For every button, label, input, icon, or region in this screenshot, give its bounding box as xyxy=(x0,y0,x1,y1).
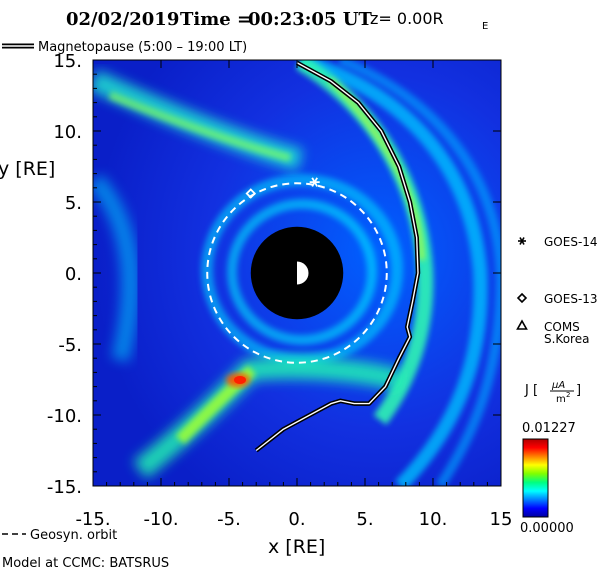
y-tick-label-15: 15. xyxy=(53,51,82,72)
x-tick-label-neg15: -15. xyxy=(75,509,110,530)
x-axis-label: x [RE] xyxy=(268,536,325,558)
plot-axes: -15. -10. -5. 0. 5. 10. 15 15. 10. 5. 0. -5. -10. -15… xyxy=(47,51,513,530)
colorbar-min-label: 0.00000 xyxy=(520,521,574,536)
satellite-legend-label: GOES-14 xyxy=(544,235,598,249)
x-tick-label-15: 15 xyxy=(490,509,513,530)
x-tick-label-neg10: -10. xyxy=(143,509,178,530)
colorbar-unit-den-sup: 2 xyxy=(566,391,570,399)
y-tick-label-10: 10. xyxy=(53,122,82,143)
colorbar-unit-den: m xyxy=(556,394,566,405)
header-z-sub: E xyxy=(482,21,488,32)
y-axis-label: y [RE] xyxy=(0,158,55,180)
credit-text: Model at CCMC: BATSRUS xyxy=(2,556,169,571)
earth-night-side xyxy=(285,261,297,285)
y-tick-label-0: 0. xyxy=(65,264,82,285)
y-tick-label-neg5: -5. xyxy=(58,335,82,356)
x-tick-label-5: 5. xyxy=(356,509,373,530)
triangle-icon xyxy=(516,319,528,330)
y-tick-label-5: 5. xyxy=(65,193,82,214)
satellite-legend-sublabel: S.Korea xyxy=(544,332,589,346)
colorbar-label: J [ xyxy=(524,383,538,398)
magnetopause-legend-label: Magnetopause (5:00 – 19:00 LT) xyxy=(38,40,247,55)
satellite-legend-label: GOES-13 xyxy=(544,292,598,306)
x-tick-label-10: 10. xyxy=(419,509,448,530)
geosyn-legend-label: Geosyn. orbit xyxy=(30,528,117,543)
x-tick-label-neg5: -5. xyxy=(217,509,241,530)
y-tick-label-neg15: -15. xyxy=(47,477,82,498)
magnetopause-line xyxy=(255,62,419,452)
colorbar: J [ μA m 2 ] 0.01227 0.00000 xyxy=(520,380,581,536)
header-date: 02/02/2019 xyxy=(66,9,179,30)
header-time-label: Time = xyxy=(180,9,252,30)
goes-14-marker xyxy=(309,177,320,187)
y-tick-label-neg10: -10. xyxy=(47,406,82,427)
plot-overlays xyxy=(206,60,421,453)
asterisk-icon xyxy=(518,237,526,245)
colorbar-gradient xyxy=(522,438,549,518)
goes-13-marker xyxy=(245,188,257,199)
header-time-value: 00:23:05 UT xyxy=(248,9,372,30)
diamond-icon xyxy=(516,292,528,304)
header-z-label: z= 0.00R xyxy=(370,9,444,28)
colorbar-label-close: ] xyxy=(576,383,581,398)
colorbar-max-label: 0.01227 xyxy=(522,421,576,436)
geosync-orbit xyxy=(206,182,388,364)
x-tick-label-0: 0. xyxy=(288,509,305,530)
satellite-legend-label: COMS xyxy=(544,320,580,334)
colorbar-unit-num: μA xyxy=(551,380,565,391)
